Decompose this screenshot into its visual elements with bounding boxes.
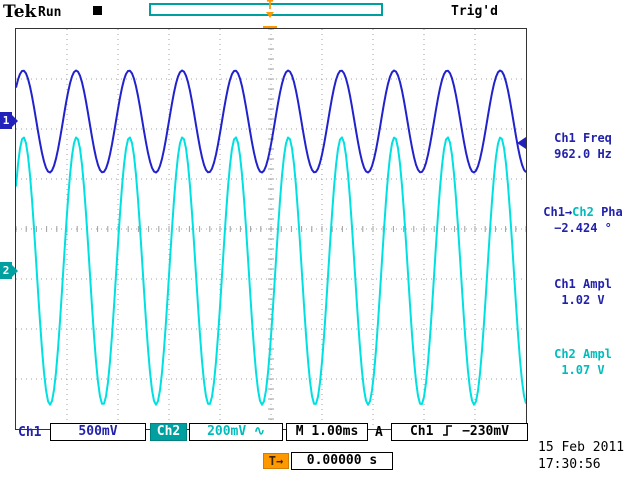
ch1-ground-marker: 1: [0, 112, 18, 129]
trigger-delay-readout: 0.00000 s: [291, 452, 393, 470]
trigger-level-value: −230mV: [462, 424, 510, 439]
measurement-ch2-ampl: Ch2 Ampl 1.07 V: [526, 346, 640, 378]
ch2-marker-label: 2: [0, 262, 12, 279]
right-arrow-icon: [12, 264, 18, 277]
measurement-value: −2.424 °: [554, 221, 612, 235]
rising-edge-icon: [443, 425, 453, 436]
timebase-readout: M 1.00ms: [286, 423, 368, 441]
trigger-level-arrow-icon: [517, 137, 526, 149]
measurement-label: Ch1→Ch2 Pha: [526, 204, 640, 220]
measurement-value: 1.02 V: [561, 293, 605, 307]
graticule: [15, 28, 527, 430]
tek-logo: Tek: [3, 2, 37, 22]
ch1-label: Ch1: [18, 425, 42, 440]
right-arrow-icon: →: [276, 454, 284, 468]
acquisition-activity-icon: [93, 6, 102, 15]
ch2-label-badge: Ch2: [150, 423, 187, 441]
waveform-display: [16, 29, 526, 429]
ch1-scale-readout: 500mV: [50, 423, 146, 441]
trace-ch2: [16, 136, 526, 406]
trace-ch1: [16, 69, 526, 174]
measurement-ch1-ch2-phase: Ch1→Ch2 Pha −2.424 °: [526, 204, 640, 236]
trigger-readout: Ch1 −230mV: [391, 423, 528, 441]
ch2-ground-marker: 2: [0, 262, 18, 279]
measurement-label: Ch2 Ampl: [554, 347, 612, 361]
ch2-scale-readout: 200mV ∿: [189, 423, 283, 441]
trigger-status: Trig'd: [451, 4, 498, 19]
down-arrow-icon: [266, 12, 274, 18]
trigger-source: Ch1: [409, 424, 434, 439]
right-arrow-icon: [12, 114, 18, 127]
measurement-label: Ch1 Ampl: [554, 277, 612, 291]
trigger-delay-icon: T→: [263, 453, 289, 469]
measurement-value: 1.07 V: [561, 363, 605, 377]
measurement-ch1-ampl: Ch1 Ampl 1.02 V: [526, 276, 640, 308]
measurement-value: 962.0 Hz: [554, 147, 612, 161]
phase-label-ch2: Ch2: [572, 205, 594, 219]
trigger-position-top-icon: T: [263, 0, 277, 18]
date-readout: 15 Feb 2011: [538, 440, 625, 455]
phase-label-suffix: Pha: [593, 205, 623, 219]
time-readout: 17:30:56: [538, 457, 601, 472]
trigger-bus-label: A: [375, 425, 383, 440]
phase-label-ch1: Ch1→: [543, 205, 573, 219]
ch1-marker-label: 1: [0, 112, 12, 129]
acquisition-status: Run: [38, 5, 62, 20]
measurement-label: Ch1 Freq: [554, 131, 612, 145]
measurement-ch1-freq: Ch1 Freq 962.0 Hz: [526, 130, 640, 162]
ch2-scale-value: 200mV: [207, 424, 247, 439]
trigger-t-glyph: T: [266, 0, 274, 12]
trigger-t-glyph: T: [268, 454, 276, 468]
coupling-sine-icon: ∿: [254, 424, 265, 439]
